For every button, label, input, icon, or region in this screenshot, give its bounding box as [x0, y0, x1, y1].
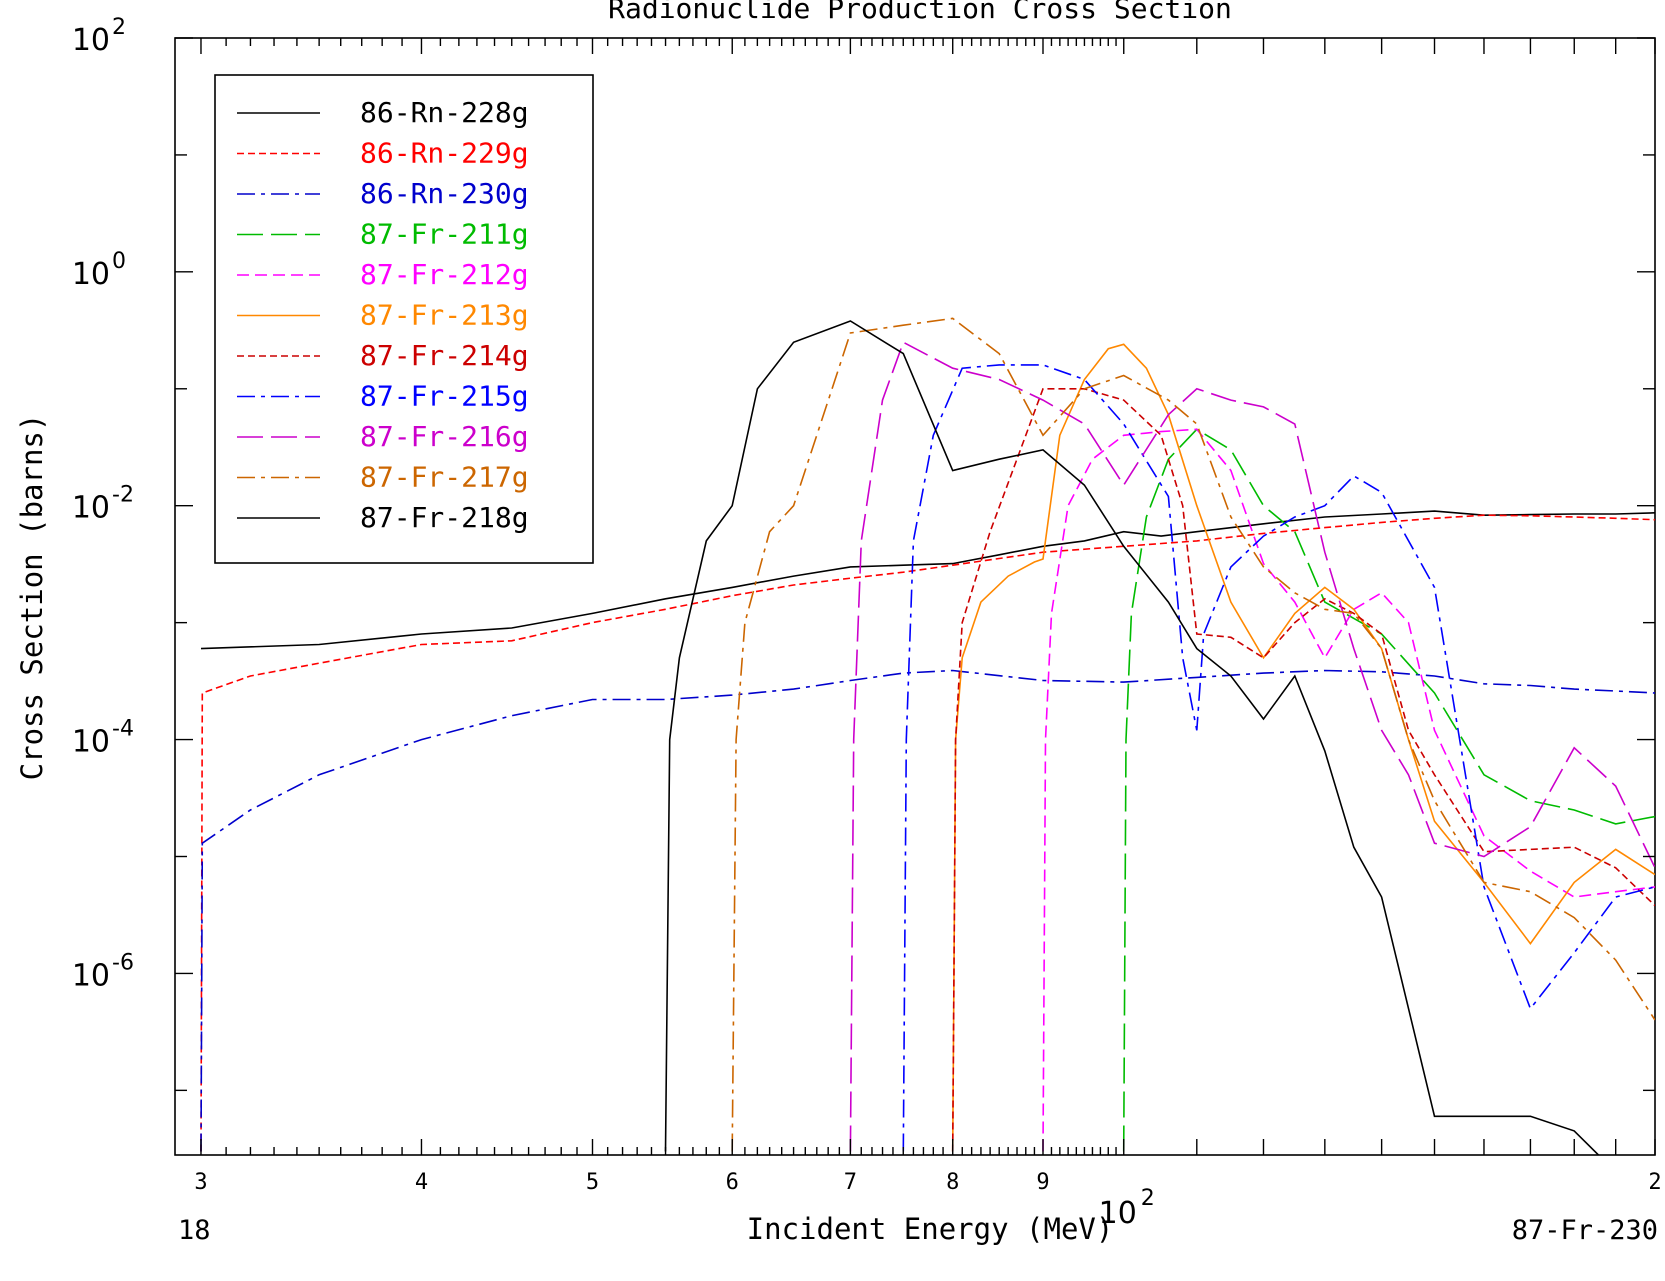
legend-label-87-fr-212g: 87-Fr-212g	[360, 258, 529, 291]
series-line-87-fr-218g	[664, 320, 1600, 1155]
y-tick-label: 10	[72, 491, 110, 526]
y-tick-exponent: 2	[112, 15, 126, 40]
legend-label-87-fr-213g: 87-Fr-213g	[360, 299, 529, 332]
x-decade-exponent: 2	[1141, 1186, 1155, 1211]
legend-label-87-fr-216g: 87-Fr-216g	[360, 420, 529, 453]
x-axis-label: Incident Energy (MeV)	[747, 1212, 1114, 1246]
series-line-87-fr-211g	[1122, 428, 1655, 1152]
x-tick-label: 2	[1648, 1170, 1661, 1195]
plot-frame	[174, 37, 1656, 1156]
chart-title: Radionuclide Production Cross Section	[608, 0, 1232, 25]
series-line-87-fr-215g	[902, 364, 1655, 1152]
legend-label-87-fr-217g: 87-Fr-217g	[360, 461, 529, 494]
series-line-86-rn-230g	[200, 669, 1655, 1152]
y-tick-label: 10	[72, 725, 110, 760]
y-axis-label: Cross Section (barns)	[15, 414, 49, 781]
legend-label-86-rn-228g: 86-Rn-228g	[360, 96, 529, 129]
x-tick-label: 7	[844, 1170, 857, 1195]
y-tick-exponent: 0	[112, 249, 126, 274]
x-tick-label: 8	[946, 1170, 959, 1195]
legend-label-86-rn-229g: 86-Rn-229g	[360, 137, 529, 170]
legend-box	[214, 74, 594, 564]
series-line-86-rn-229g	[200, 514, 1655, 1152]
y-tick-exponent: -4	[112, 717, 134, 742]
footer-left-number: 18	[178, 1215, 211, 1246]
series-line-87-fr-217g	[731, 317, 1655, 1152]
x-tick-label: 3	[194, 1170, 207, 1195]
series-line-87-fr-216g	[849, 341, 1655, 1152]
x-tick-label: 9	[1036, 1170, 1049, 1195]
series-line-87-fr-214g	[951, 387, 1655, 1152]
series-line-87-fr-212g	[1042, 428, 1655, 1152]
legend-label-87-fr-211g: 87-Fr-211g	[360, 218, 529, 251]
series-line-87-fr-213g	[951, 343, 1655, 1152]
x-tick-label: 4	[415, 1170, 428, 1195]
legend-label-87-fr-215g: 87-Fr-215g	[360, 380, 529, 413]
legend-label-87-fr-218g: 87-Fr-218g	[360, 501, 529, 534]
y-tick-exponent: -2	[112, 483, 134, 508]
y-tick-label: 10	[72, 257, 110, 292]
legend-label-87-fr-214g: 87-Fr-214g	[360, 339, 529, 372]
legend: 86-Rn-228g 86-Rn-229g 86-Rn-230g 87-Fr-211g…	[214, 74, 594, 564]
x-tick-label: 5	[586, 1170, 599, 1195]
series-line-86-rn-228g	[200, 510, 1655, 650]
y-tick-label: 10	[72, 23, 110, 58]
series-layer	[200, 317, 1655, 1155]
legend-label-86-rn-230g: 86-Rn-230g	[360, 177, 529, 210]
y-tick-label: 10	[72, 958, 110, 993]
y-tick-exponent: -6	[112, 950, 134, 975]
ticks-layer: 3 4 5 6 7 8 9 210 210 210 010 -210 -410 -6	[72, 15, 1662, 1231]
x-decade-label: 10	[1099, 1196, 1137, 1231]
x-tick-label: 6	[726, 1170, 739, 1195]
footer-right-nuclide: 87-Fr-230	[1512, 1215, 1658, 1246]
